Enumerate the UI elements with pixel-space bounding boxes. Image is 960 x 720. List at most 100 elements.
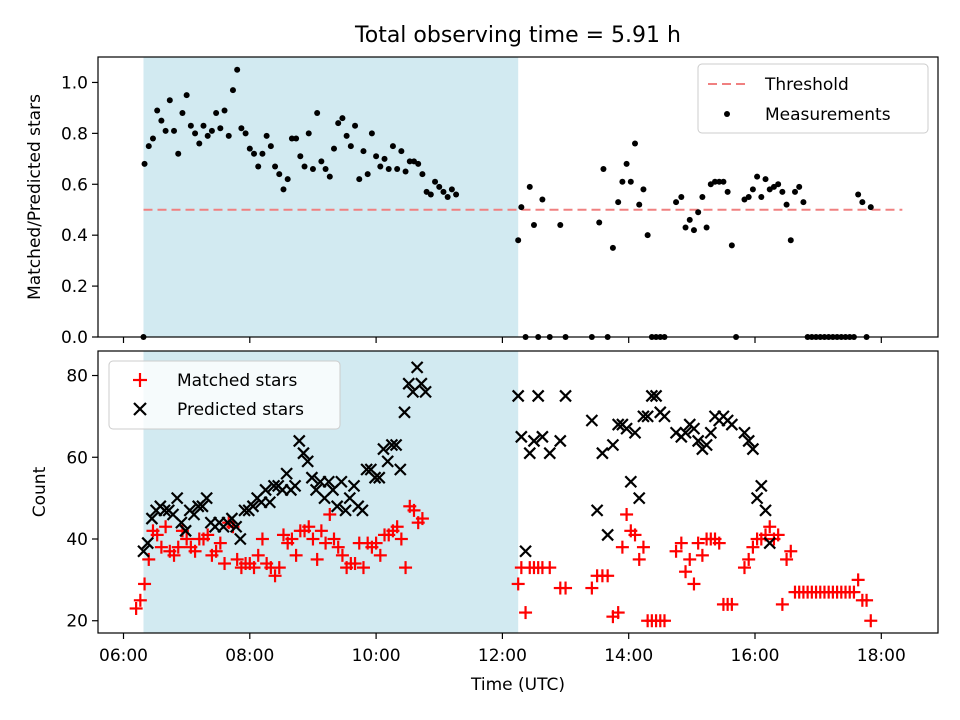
top-y-tick-label: 0.6 xyxy=(61,175,88,195)
chart-title: Total observing time = 5.91 h xyxy=(354,23,681,48)
measurement-point xyxy=(326,173,333,180)
matched-star-point xyxy=(860,593,874,607)
measurement-point xyxy=(636,201,643,208)
predicted-star-point xyxy=(225,512,239,525)
matched-star-point xyxy=(289,548,303,562)
measurement-point xyxy=(402,168,409,175)
predicted-star-point xyxy=(238,504,251,517)
measurement-point xyxy=(385,166,392,172)
matched-star-point xyxy=(319,536,333,550)
x-tick-label: 18:00 xyxy=(857,646,906,666)
predicted-star-point xyxy=(632,491,646,505)
predicted-stars-series xyxy=(137,361,777,558)
predicted-star-point xyxy=(763,536,777,550)
predicted-star-point xyxy=(368,471,382,484)
top-x-ticks xyxy=(122,337,882,343)
matched-star-point xyxy=(851,573,865,587)
predicted-star-point xyxy=(394,463,407,476)
measurement-point xyxy=(432,178,439,185)
measurement-point xyxy=(154,107,161,114)
measurement-point xyxy=(640,186,647,193)
x-axis-label: Time (UTC) xyxy=(470,675,565,695)
measurement-point xyxy=(280,186,287,193)
matched-star-point xyxy=(167,548,181,562)
measurement-point xyxy=(309,166,316,172)
measurement-point xyxy=(272,163,279,170)
measurement-point xyxy=(158,117,165,124)
measurement-point xyxy=(615,199,622,206)
matched-star-point xyxy=(390,520,404,534)
matched-star-point xyxy=(369,536,383,550)
measurement-point xyxy=(762,176,769,183)
measurement-point xyxy=(716,178,723,185)
matched-star-point xyxy=(691,536,705,550)
legend-predicted-swatch xyxy=(133,402,147,416)
matched-star-point xyxy=(272,561,286,575)
measurement-point xyxy=(343,132,350,139)
matched-star-point xyxy=(171,540,185,554)
matched-star-point xyxy=(399,561,413,575)
bottom-plot: 20 40 60 80 06:00 08:00 10:00 12:00 14:00 16:00 1… xyxy=(30,350,939,695)
bottom-y-tick-label: 60 xyxy=(66,448,88,468)
measurement-point xyxy=(686,216,693,223)
top-y-axis-label: Matched/Predicted stars xyxy=(25,94,45,300)
measurement-point xyxy=(259,150,266,157)
measurement-point xyxy=(377,163,384,170)
measurement-point xyxy=(196,140,203,147)
measurement-point xyxy=(720,178,727,185)
predicted-star-point xyxy=(645,389,659,403)
measurement-point xyxy=(526,183,533,190)
measurement-point xyxy=(678,194,685,200)
measurement-point xyxy=(339,115,346,122)
matched-star-point xyxy=(636,540,650,554)
predicted-star-point xyxy=(137,544,150,558)
measurement-point xyxy=(246,145,253,152)
measurement-point xyxy=(427,191,434,198)
matched-star-point xyxy=(632,552,646,566)
predicted-star-point xyxy=(536,430,549,444)
predicted-star-point xyxy=(585,414,599,427)
matched-star-point xyxy=(180,532,194,546)
measurement-point xyxy=(627,178,634,185)
matched-star-point xyxy=(695,548,709,562)
top-y-tick-label: 0.4 xyxy=(61,226,88,246)
matched-star-point xyxy=(620,507,634,521)
matched-star-point xyxy=(543,561,557,575)
predicted-star-point xyxy=(263,495,277,509)
predicted-star-point xyxy=(347,479,361,493)
measurement-point xyxy=(859,199,866,206)
predicted-star-point xyxy=(624,475,638,489)
matched-star-point xyxy=(150,528,164,542)
matched-star-point xyxy=(310,552,324,566)
top-y-ticks: 0.0 0.2 0.4 0.6 0.8 1.0 xyxy=(61,73,98,348)
measurement-point xyxy=(356,176,363,183)
predicted-star-point xyxy=(267,479,281,493)
predicted-star-point xyxy=(158,504,171,517)
measurement-point xyxy=(596,219,603,226)
measurement-point xyxy=(754,173,761,180)
predicted-star-point xyxy=(658,410,671,423)
predicted-star-point xyxy=(339,504,352,517)
measurement-point xyxy=(530,222,537,228)
measurement-point xyxy=(398,148,405,155)
matched-star-point xyxy=(285,532,299,546)
measurement-point xyxy=(305,130,312,137)
predicted-star-point xyxy=(704,426,718,440)
measurement-point xyxy=(783,201,790,208)
measurement-point xyxy=(406,158,413,165)
x-tick-label: 08:00 xyxy=(225,646,274,666)
measurement-point xyxy=(208,127,215,134)
matched-star-point xyxy=(348,557,362,571)
measurement-point xyxy=(242,130,249,137)
measurement-point xyxy=(749,186,756,193)
predicted-star-point xyxy=(330,500,344,513)
top-legend: Threshold Measurements xyxy=(697,63,929,134)
predicted-star-point xyxy=(637,410,650,423)
matched-star-point xyxy=(314,524,328,538)
top-y-tick-label: 0.2 xyxy=(61,277,88,297)
legend-matched-label: Matched stars xyxy=(177,371,297,391)
measurement-point xyxy=(557,222,564,228)
predicted-star-point xyxy=(259,483,272,497)
measurement-point xyxy=(183,92,190,99)
predicted-star-point xyxy=(596,446,609,460)
